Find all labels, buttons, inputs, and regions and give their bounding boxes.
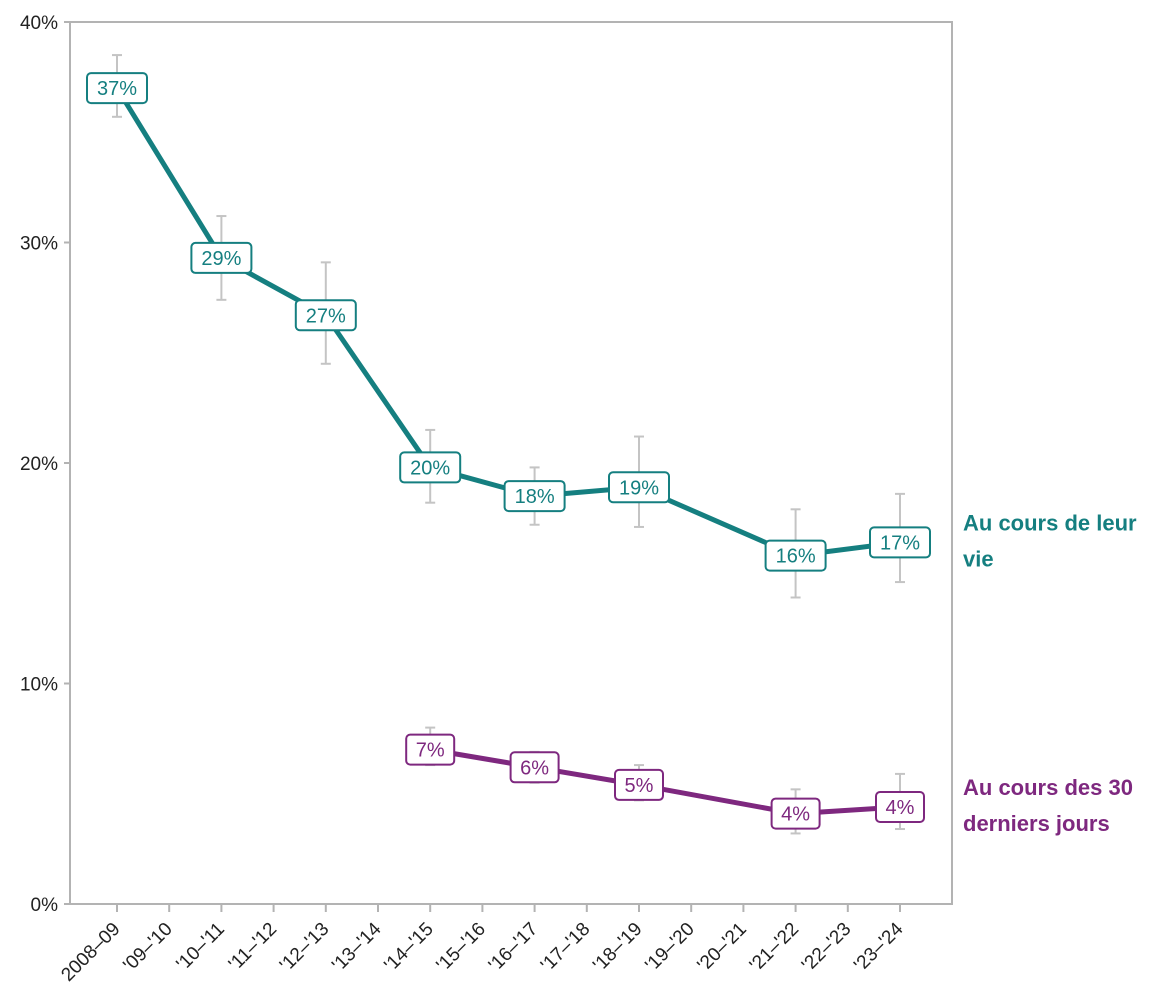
y-tick-label: 20%: [20, 454, 58, 475]
data-label-text: 20%: [410, 457, 450, 479]
data-label: 17%: [869, 526, 931, 559]
series-lines: [114, 85, 903, 817]
x-tick-label: '23–'24: [850, 918, 908, 976]
x-tick-label: '17–'18: [537, 919, 594, 976]
data-label: 4%: [875, 790, 925, 823]
data-label-text: 4%: [886, 797, 915, 819]
x-tick-label: '13–'14: [328, 918, 386, 976]
x-tick-label: '09–'10: [119, 919, 176, 976]
data-label-box: [190, 241, 253, 274]
data-label: 16%: [764, 539, 827, 572]
data-label-box: [608, 471, 670, 504]
series-line: [427, 747, 903, 817]
data-label-box: [399, 451, 462, 484]
series-label: Au cours des 30 derniers jours: [963, 775, 1133, 836]
data-label-box: [503, 480, 566, 513]
x-tick-label: '18–'19: [589, 919, 646, 976]
x-tick-label: '20–'21: [694, 919, 751, 976]
data-label-text: 17%: [880, 532, 920, 554]
data-label-text: 37%: [97, 78, 137, 100]
data-label-text: 16%: [776, 546, 816, 568]
data-label-box: [294, 299, 357, 332]
x-tick-label: 2008–09: [57, 919, 124, 986]
x-tick-label: '19–'20: [641, 919, 698, 976]
series-label-line: vie: [963, 546, 994, 571]
x-tick-label: '15–'16: [433, 919, 490, 976]
data-label-box: [770, 797, 821, 830]
data-label-text: 5%: [625, 775, 654, 797]
data-label: 20%: [399, 451, 462, 484]
data-label: 18%: [503, 480, 566, 513]
data-label-box: [86, 72, 148, 105]
x-tick-label: '10–'11: [173, 919, 229, 975]
error-bars: [112, 54, 905, 835]
data-label: 6%: [509, 751, 560, 784]
x-tick-label: '21–'22: [746, 919, 803, 976]
data-label-text: 18%: [515, 486, 555, 508]
series-label-line: Au cours des 30: [963, 775, 1133, 800]
y-tick-label: 40%: [20, 13, 58, 34]
data-label: 37%: [86, 72, 148, 105]
x-tick-label: '16–'17: [485, 919, 542, 976]
series-label: Au cours de leur vie: [963, 510, 1137, 571]
series-label-line: Au cours de leur: [963, 510, 1137, 535]
data-label-text: 4%: [781, 804, 810, 826]
data-label-text: 6%: [520, 757, 549, 779]
data-label: 4%: [770, 797, 821, 830]
x-tick-label: '12–'13: [276, 919, 333, 976]
y-tick-label: 0%: [31, 895, 59, 916]
data-label-text: 27%: [306, 305, 346, 327]
x-tick-label: '22–'23: [798, 919, 855, 976]
data-label: 5%: [614, 768, 664, 801]
data-label-text: 7%: [416, 740, 445, 762]
data-label-text: 19%: [619, 477, 659, 499]
data-label-box: [764, 539, 827, 572]
data-label-box: [405, 733, 456, 766]
data-label-box: [869, 526, 931, 559]
series-labels: Au cours de leur vie Au cours des 30 dernie…: [963, 510, 1137, 836]
data-labels: 37% 29% 27% 20% 18% 19% 16% 17% 7% 6% 5% 4% 4%: [86, 72, 931, 830]
data-label: 7%: [405, 733, 456, 766]
data-label-text: 29%: [201, 248, 241, 270]
x-tick-label: '14–'15: [380, 919, 437, 976]
data-label-box: [875, 790, 925, 823]
data-label-box: [509, 751, 560, 784]
y-tick-label: 10%: [20, 675, 58, 696]
data-label: 19%: [608, 471, 670, 504]
series-label-line: derniers jours: [963, 811, 1110, 836]
x-tick-label: '11–'12: [225, 919, 281, 975]
data-label-box: [614, 768, 664, 801]
data-label: 29%: [190, 241, 253, 274]
y-tick-label: 30%: [20, 234, 58, 255]
data-label: 27%: [294, 299, 357, 332]
